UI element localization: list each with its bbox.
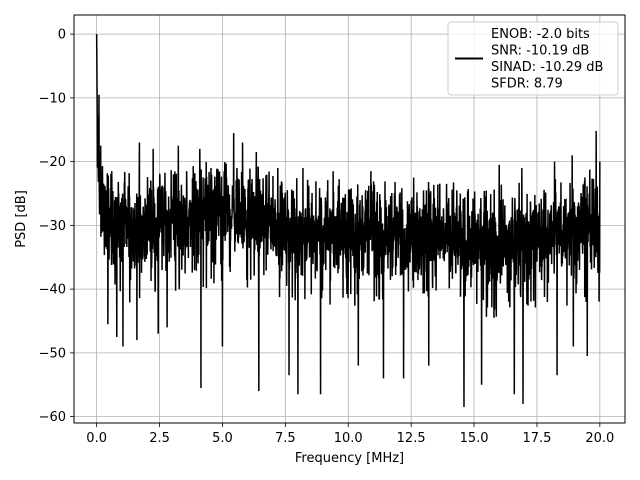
y-axis-ticks: 0 −10 −20 −30 −40 −50 −60 [39, 28, 74, 425]
legend-line-sfdr: SFDR: 8.79 [491, 77, 563, 92]
x-axis-label: Frequency [MHz] [295, 451, 404, 466]
x-tick-label: 10.0 [334, 431, 363, 446]
legend-box [447, 21, 619, 96]
legend: ENOB: -2.0 bits SNR: -10.19 dB SINAD: -1… [447, 21, 619, 96]
x-tick-label: 7.5 [275, 431, 296, 446]
x-tick-label: 20.0 [585, 431, 614, 446]
legend-line-snr: SNR: -10.19 dB [491, 44, 589, 59]
x-tick-label: 17.5 [522, 431, 551, 446]
series-psd [95, 34, 601, 408]
x-tick-label: 5.0 [212, 431, 233, 446]
y-tick-label: −20 [39, 155, 66, 170]
y-tick-label: 0 [58, 28, 66, 43]
y-tick-label: −10 [39, 91, 66, 106]
x-tick-label: 0.0 [86, 431, 107, 446]
y-axis-label: PSD [dB] [14, 190, 29, 248]
x-axis-ticks: 0.0 2.5 5.0 7.5 10.0 12.5 15.0 17.5 20.0 [86, 423, 614, 446]
y-tick-label: −30 [39, 219, 66, 234]
legend-line-enob: ENOB: -2.0 bits [491, 27, 590, 42]
plot-frame [73, 14, 626, 424]
y-tick-label: −50 [39, 346, 66, 361]
x-tick-label: 2.5 [149, 431, 170, 446]
y-tick-label: −40 [39, 283, 66, 298]
x-tick-label: 12.5 [397, 431, 426, 446]
legend-line-sinad: SINAD: -10.29 dB [491, 60, 603, 75]
y-tick-label: −60 [39, 410, 66, 425]
x-tick-label: 15.0 [460, 431, 489, 446]
psd-line [95, 34, 601, 408]
